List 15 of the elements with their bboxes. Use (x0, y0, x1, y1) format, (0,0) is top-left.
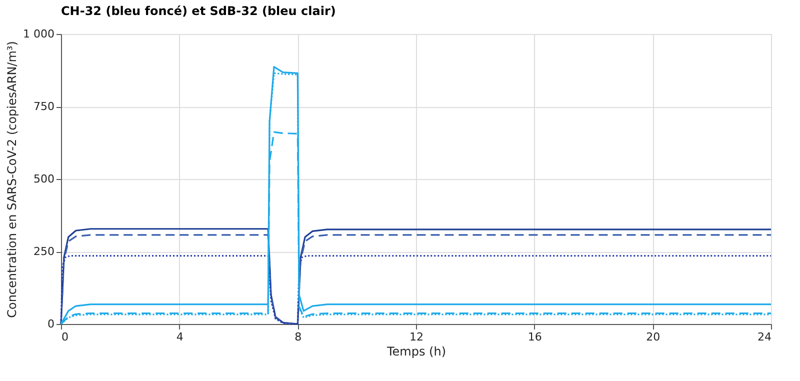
y-tick-label: 1 000 (23, 28, 54, 40)
y-tick-label: 250 (34, 245, 54, 258)
x-tick-label: 24 (758, 330, 772, 344)
y-axis-title: Concentration en SARS-CoV-2 (copiesARN/m³) (5, 41, 20, 318)
x-tick-label: 16 (528, 330, 542, 344)
y-tick-label: 750 (34, 100, 54, 113)
x-tick-label: 0 (62, 330, 68, 344)
x-tick-label: 12 (410, 330, 424, 344)
x-axis-title: Temps (h) (386, 344, 446, 358)
y-tick-label: 500 (34, 172, 54, 186)
x-tick-label: 20 (646, 330, 660, 344)
x-tick-label: 8 (294, 330, 302, 344)
x-tick-label: 4 (176, 330, 184, 344)
chart-title: CH-32 (bleu foncé) et SdB-32 (bleu clair) (61, 4, 336, 18)
y-tick-label: 0 (48, 318, 54, 330)
